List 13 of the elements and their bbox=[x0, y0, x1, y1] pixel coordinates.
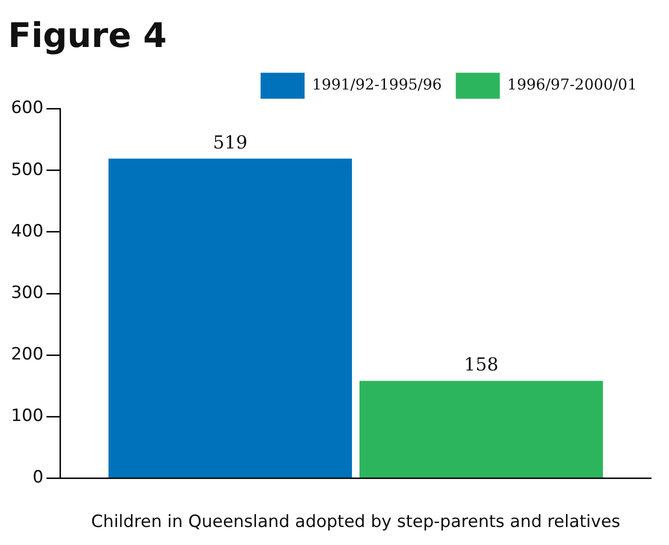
y-tick-label: 100 bbox=[10, 406, 44, 426]
legend-label: 1991/92-1995/96 bbox=[312, 76, 442, 94]
y-tick-label: 600 bbox=[10, 98, 44, 118]
y-tick-label: 500 bbox=[10, 160, 44, 180]
data-label: 519 bbox=[213, 132, 248, 154]
y-tick-label: 0 bbox=[32, 468, 44, 488]
data-label: 158 bbox=[464, 354, 498, 376]
x-axis-title: Children in Queensland adopted by step-parents and relatives bbox=[91, 512, 620, 532]
y-tick-label: 300 bbox=[10, 282, 44, 303]
y-tick-label: 400 bbox=[10, 221, 44, 242]
y-tick-label: 200 bbox=[10, 344, 44, 364]
chart-title: Figure 4 bbox=[8, 16, 167, 56]
legend-label: 1996/97-2000/01 bbox=[507, 76, 638, 94]
